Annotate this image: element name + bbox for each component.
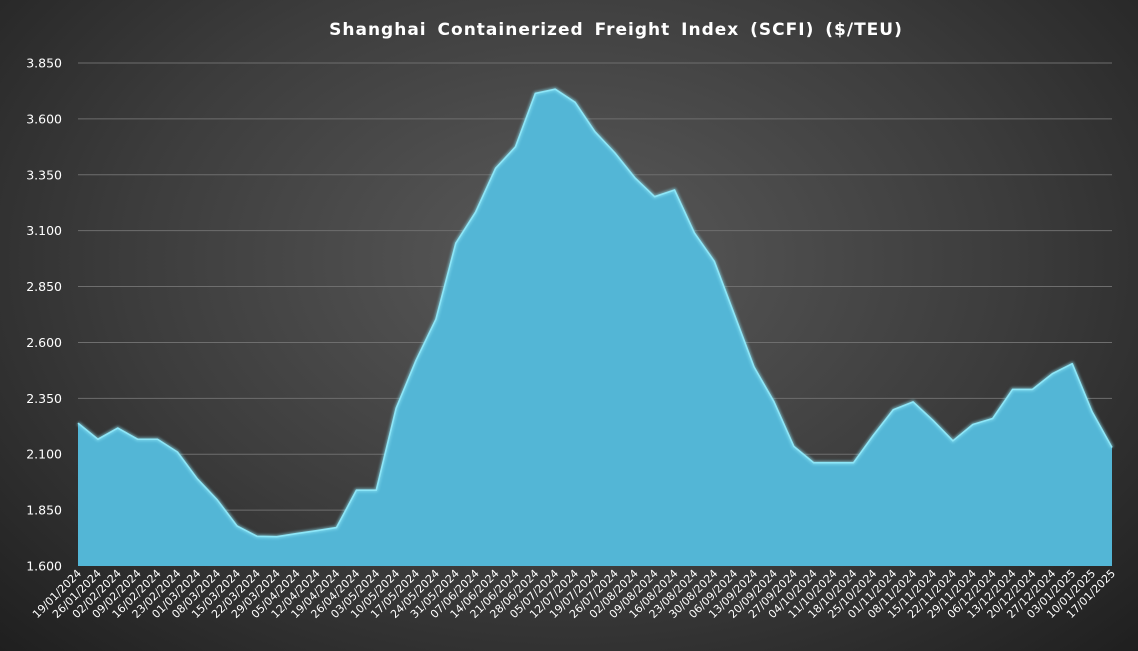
y-tick-label: 3.600 <box>26 111 62 126</box>
y-tick-label: 3.100 <box>26 223 62 238</box>
y-tick-label: 2.350 <box>26 391 62 406</box>
y-tick-label: 2.850 <box>26 279 62 294</box>
y-tick-label: 1.600 <box>26 559 62 574</box>
series-area <box>76 87 1114 566</box>
area-fill <box>78 89 1112 566</box>
y-tick-label: 3.850 <box>26 56 62 71</box>
area-edge-line <box>77 88 1113 538</box>
chart-title: Shanghai Containerized Freight Index (SC… <box>329 20 903 40</box>
y-tick-label: 2.600 <box>26 335 62 350</box>
y-tick-label: 3.350 <box>26 167 62 182</box>
x-axis-ticks: 19/01/202426/01/202402/02/202409/02/2024… <box>30 567 1118 621</box>
y-axis-ticks: 1.600 1.850 2.100 2.350 2.600 2.850 3.100 3.350… <box>26 56 62 574</box>
y-tick-label: 1.850 <box>26 503 62 518</box>
y-tick-label: 2.100 <box>26 447 62 462</box>
